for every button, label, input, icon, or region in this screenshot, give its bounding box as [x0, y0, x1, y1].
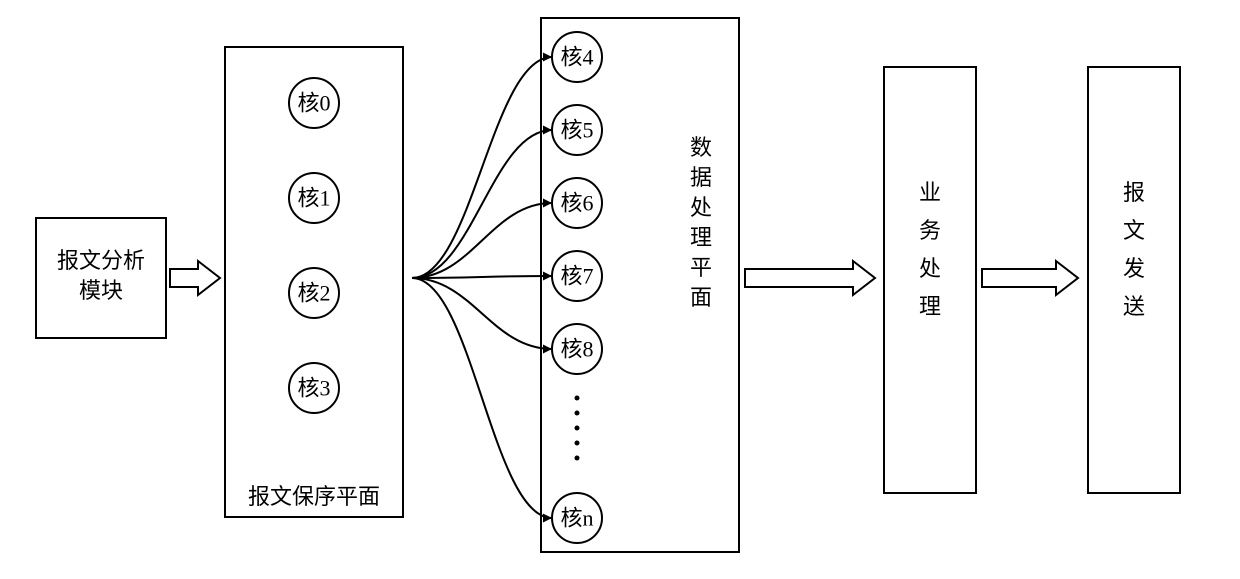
processing-plane-label-char: 据 — [690, 165, 712, 190]
business-processing-label-char: 理 — [919, 294, 941, 319]
processing-core-0-label: 核4 — [560, 45, 593, 70]
message-send-label-char: 发 — [1123, 256, 1145, 281]
ordering-plane-caption: 报文保序平面 — [248, 484, 380, 509]
diagram-canvas: 报文分析模块核0核1核2核3报文保序平面核4核5核6核7核8核n数据处理平面业务… — [0, 0, 1240, 579]
ellipsis-dot — [575, 411, 580, 416]
ordering-core-0-label: 核0 — [297, 91, 330, 116]
processing-plane-label-char: 理 — [690, 225, 712, 250]
processing-plane-label-char: 处 — [690, 195, 712, 220]
processing-core-1-label: 核5 — [560, 118, 593, 143]
ordering-core-3-label: 核3 — [297, 376, 330, 401]
ordering-core-2-label: 核2 — [297, 281, 330, 306]
fan-arrow-3 — [412, 276, 552, 278]
analysis-module-label: 模块 — [79, 278, 123, 303]
message-send-label-char: 报 — [1123, 180, 1145, 205]
ellipsis-dot — [575, 426, 580, 431]
analysis-module-label: 报文分析 — [57, 248, 145, 273]
fan-arrow-1 — [412, 130, 552, 278]
ellipsis-dot — [575, 456, 580, 461]
processing-core-3-label: 核7 — [560, 264, 593, 289]
business-processing-label-char: 业 — [919, 180, 941, 205]
processing-plane-label-char: 面 — [690, 285, 712, 310]
ellipsis-dot — [575, 441, 580, 446]
processing-core-5-label: 核n — [560, 506, 593, 531]
ordering-core-1-label: 核1 — [297, 186, 330, 211]
processing-plane-label-char: 平 — [690, 255, 712, 280]
ellipsis-dot — [575, 396, 580, 401]
processing-core-4-label: 核8 — [560, 337, 593, 362]
message-send-label-char: 送 — [1123, 294, 1145, 319]
message-send-label-char: 文 — [1123, 218, 1145, 243]
fan-arrow-0 — [412, 57, 552, 278]
flow-arrow-0 — [170, 261, 220, 295]
processing-core-2-label: 核6 — [560, 191, 593, 216]
business-processing-label-char: 务 — [919, 218, 941, 243]
fan-arrow-2 — [412, 203, 552, 278]
business-processing-label-char: 处 — [919, 256, 941, 281]
flow-arrow-1 — [745, 261, 875, 295]
processing-plane-label-char: 数 — [690, 135, 712, 160]
flow-arrow-2 — [982, 261, 1078, 295]
